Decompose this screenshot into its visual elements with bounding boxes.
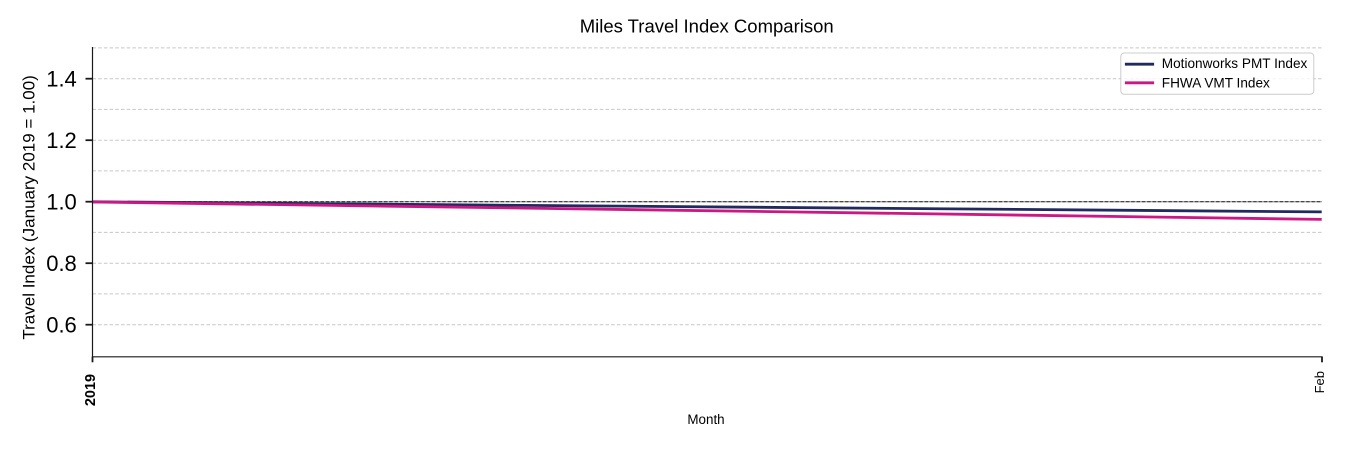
svg-text:1.0: 1.0 <box>46 189 77 214</box>
svg-text:Feb: Feb <box>1312 371 1327 393</box>
svg-text:FHWA VMT Index: FHWA VMT Index <box>1162 75 1270 90</box>
svg-text:0.8: 0.8 <box>46 251 77 276</box>
svg-text:Travel Index (January 2019 = 1: Travel Index (January 2019 = 1.00) <box>20 75 39 339</box>
svg-text:Month: Month <box>687 412 724 427</box>
svg-text:1.2: 1.2 <box>46 128 77 153</box>
svg-text:2019: 2019 <box>83 374 99 406</box>
svg-text:1.4: 1.4 <box>46 66 77 91</box>
svg-text:Motionworks PMT Index: Motionworks PMT Index <box>1162 56 1308 71</box>
svg-text:0.6: 0.6 <box>46 312 77 337</box>
svg-text:Miles Travel Index Comparison: Miles Travel Index Comparison <box>580 15 834 36</box>
